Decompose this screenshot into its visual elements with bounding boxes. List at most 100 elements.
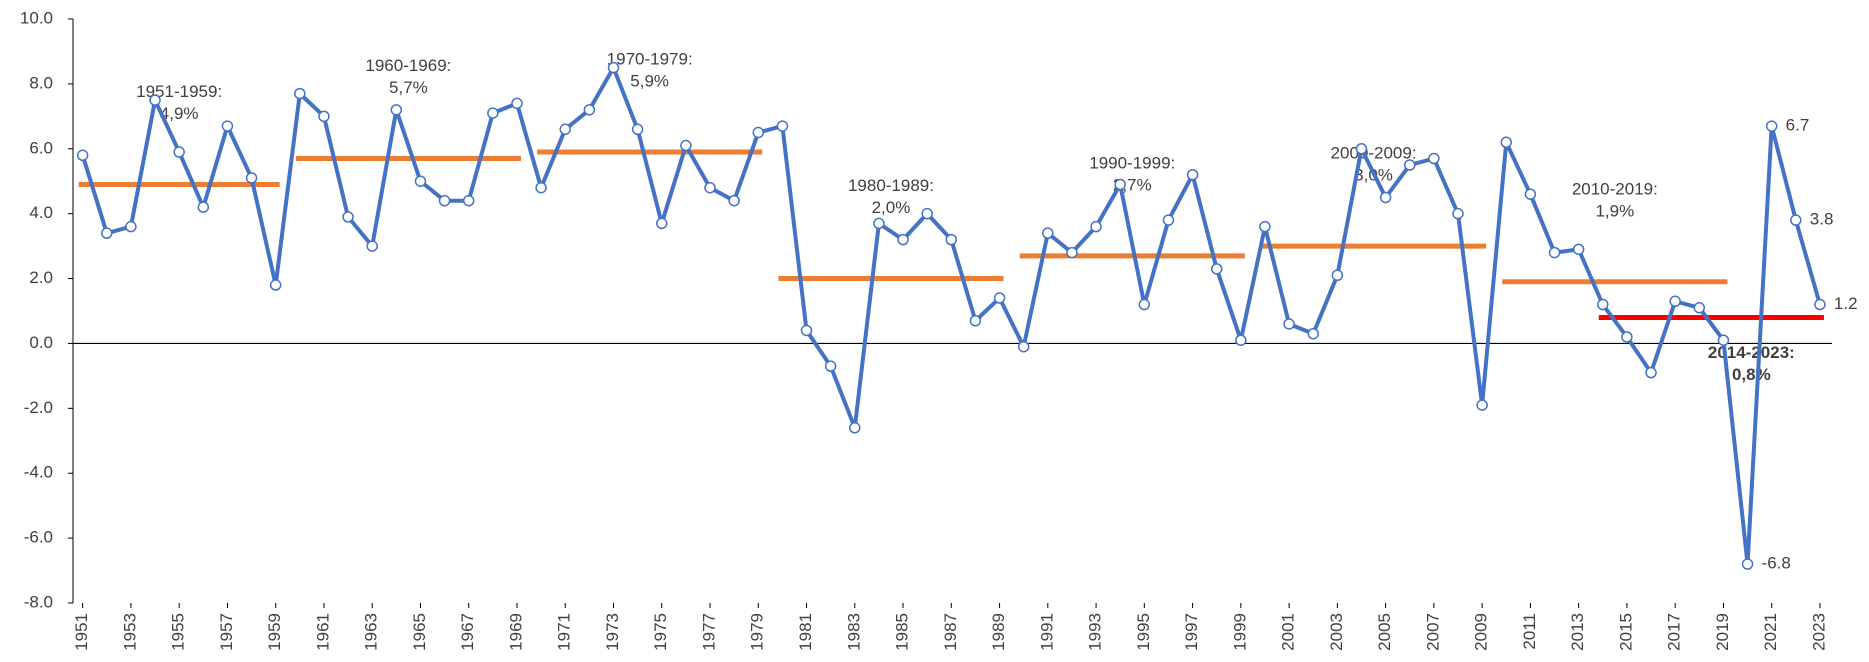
y-tick-label: -8.0 [24, 592, 53, 611]
data-point [1621, 331, 1633, 343]
data-point [1210, 263, 1223, 275]
data-point [824, 360, 837, 372]
data-label: 6.7 [1786, 116, 1810, 135]
x-tick-label: 1983 [844, 613, 863, 651]
x-tick-label: 2003 [1327, 613, 1346, 651]
data-point [197, 201, 210, 213]
data-point [414, 175, 427, 187]
average-value-label: 0,8% [1732, 365, 1771, 384]
data-point [1307, 327, 1319, 340]
y-tick-label: -4.0 [24, 463, 53, 482]
x-tick-label: 2013 [1568, 613, 1587, 651]
data-point [945, 233, 958, 246]
x-tick-label: 1955 [169, 613, 188, 651]
data-point [1790, 214, 1802, 226]
x-tick-label: 1987 [941, 613, 960, 651]
data-point [993, 292, 1006, 304]
average-label: 2014-2023: [1708, 343, 1795, 362]
data-point [366, 240, 378, 252]
data-point [1186, 168, 1199, 181]
y-tick-label: -2.0 [24, 398, 53, 417]
data-point [607, 61, 620, 74]
data-point [1452, 207, 1464, 220]
data-point [1066, 246, 1078, 259]
average-label: 2000-2009: [1331, 144, 1417, 163]
x-tick-label: 2001 [1279, 613, 1298, 651]
data-point [125, 220, 137, 233]
x-tick-label: 1965 [410, 613, 429, 651]
data-label: 1.2 [1834, 294, 1858, 313]
data-point [1428, 152, 1440, 165]
y-tick-label: 8.0 [29, 73, 53, 92]
data-label: -6.8 [1762, 554, 1791, 573]
data-point [1524, 188, 1537, 200]
data-point [1403, 159, 1416, 171]
x-tick-label: 1993 [1086, 613, 1105, 651]
data-point [1741, 558, 1754, 570]
x-tick-label: 2011 [1520, 613, 1539, 650]
data-point [101, 227, 113, 239]
x-tick-label: 1963 [362, 613, 381, 651]
y-tick-label: 2.0 [29, 268, 53, 287]
x-tick-label: 1989 [989, 613, 1008, 651]
x-tick-label: 2023 [1809, 613, 1828, 651]
data-label: 3.8 [1810, 210, 1834, 229]
x-tick-label: 1977 [699, 613, 718, 651]
average-value-label: 2,0% [872, 198, 911, 217]
average-value-label: 1,9% [1595, 201, 1634, 220]
data-point [1162, 214, 1175, 226]
data-point [221, 120, 234, 132]
x-tick-label: 2021 [1761, 613, 1780, 651]
y-tick-label: 4.0 [29, 203, 53, 222]
data-point [462, 194, 475, 207]
data-point [1814, 298, 1826, 311]
x-tick-label: 1981 [796, 613, 815, 651]
data-point [1645, 366, 1657, 379]
data-point [269, 279, 282, 291]
data-point [752, 126, 765, 139]
x-tick-label: 1961 [313, 613, 332, 651]
data-point [1765, 120, 1778, 132]
x-tick-label: 1973 [603, 613, 622, 651]
average-label: 1980-1989: [848, 176, 934, 195]
data-point [1355, 143, 1368, 155]
data-point [800, 324, 813, 337]
x-tick-label: 1991 [1037, 613, 1056, 651]
data-point [294, 87, 306, 100]
x-tick-label: 1979 [748, 613, 767, 651]
x-tick-label: 1953 [120, 613, 139, 651]
data-point [1717, 334, 1730, 346]
data-point [1500, 136, 1513, 149]
y-tick-label: 0.0 [29, 333, 53, 352]
data-point [897, 233, 909, 246]
data-point [1669, 295, 1681, 308]
x-tick-label: 2009 [1472, 613, 1491, 651]
data-point [680, 139, 692, 152]
average-value-label: 4,9% [160, 104, 199, 123]
data-point [1379, 191, 1392, 204]
x-tick-label: 1995 [1134, 613, 1153, 651]
data-point [704, 181, 716, 194]
data-point [149, 94, 161, 106]
data-point [487, 107, 499, 119]
average-label: 1990-1999: [1089, 153, 1175, 172]
average-label: 1960-1969: [365, 56, 451, 75]
x-tick-label: 2019 [1713, 613, 1732, 651]
data-point [1138, 298, 1151, 311]
data-point [1259, 220, 1271, 233]
data-point [1090, 220, 1102, 233]
data-point [1548, 246, 1561, 259]
data-point [1597, 298, 1609, 311]
x-tick-label: 1997 [1182, 613, 1201, 651]
data-point [76, 149, 89, 162]
data-point [1235, 334, 1247, 346]
data-point [1017, 340, 1030, 353]
x-tick-label: 2007 [1423, 613, 1442, 651]
y-tick-label: -6.0 [24, 528, 53, 547]
data-point [318, 110, 330, 123]
x-tick-label: 1959 [265, 613, 284, 651]
data-point [1042, 227, 1054, 239]
x-tick-label: 1967 [458, 613, 477, 651]
average-label: 1951-1959: [136, 82, 222, 101]
